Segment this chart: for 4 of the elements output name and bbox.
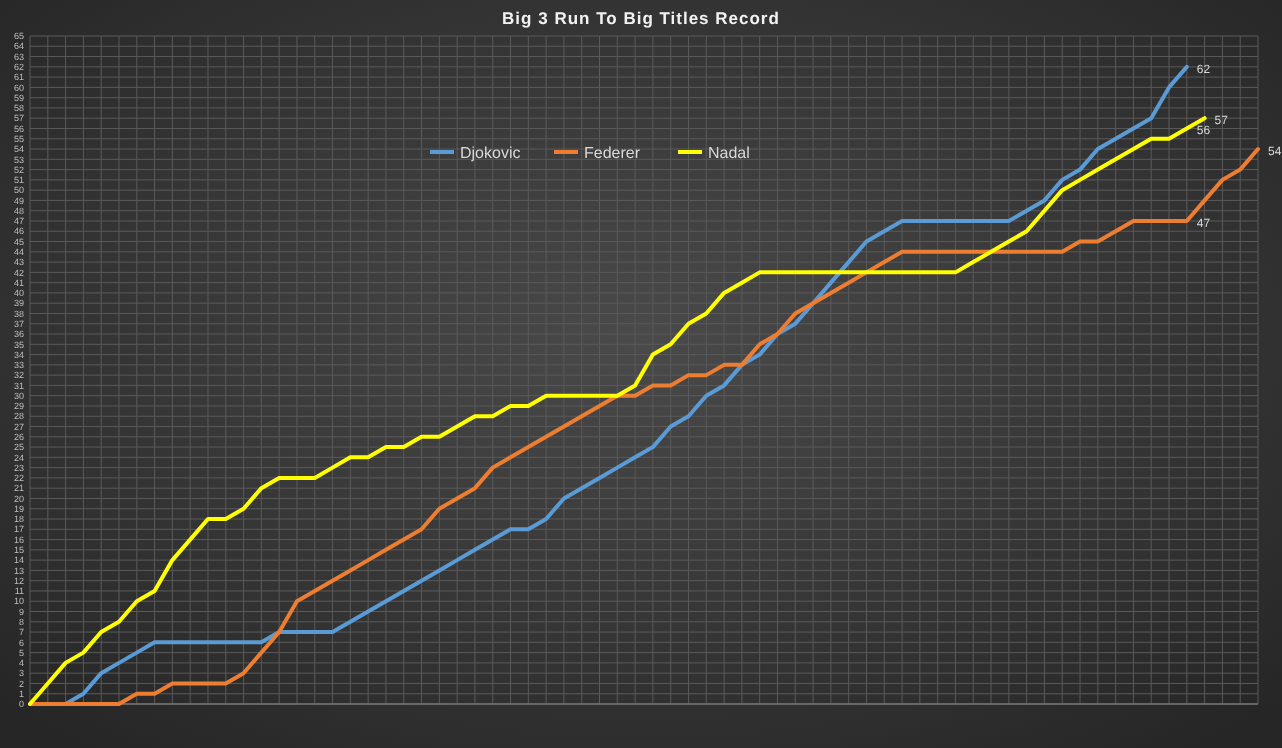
legend-label: Federer (584, 144, 641, 162)
legend-label: Djokovic (460, 144, 521, 162)
legend-label: Nadal (708, 144, 751, 162)
chart-title: Big 3 Run To Big Titles Record (502, 8, 780, 28)
